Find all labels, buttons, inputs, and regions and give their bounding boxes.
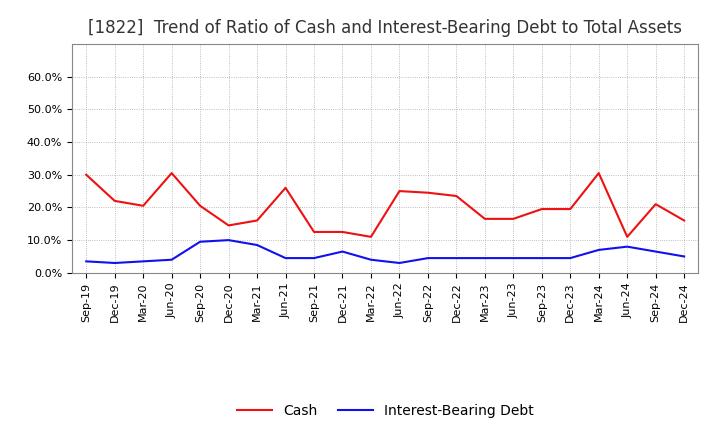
Interest-Bearing Debt [623,244,631,249]
Cash [595,170,603,176]
Cash [452,193,461,198]
Cash [282,185,290,191]
Cash [395,188,404,194]
Interest-Bearing Debt [338,249,347,254]
Cash [680,218,688,223]
Cash [310,229,318,235]
Interest-Bearing Debt [566,256,575,261]
Cash [537,206,546,212]
Interest-Bearing Debt [452,256,461,261]
Interest-Bearing Debt [537,256,546,261]
Interest-Bearing Debt [110,260,119,266]
Interest-Bearing Debt [167,257,176,262]
Cash [509,216,518,221]
Cash [366,234,375,239]
Cash [423,190,432,195]
Legend: Cash, Interest-Bearing Debt: Cash, Interest-Bearing Debt [231,399,539,424]
Line: Interest-Bearing Debt: Interest-Bearing Debt [86,240,684,263]
Interest-Bearing Debt [480,256,489,261]
Title: [1822]  Trend of Ratio of Cash and Interest-Bearing Debt to Total Assets: [1822] Trend of Ratio of Cash and Intere… [88,19,683,37]
Cash [480,216,489,221]
Interest-Bearing Debt [509,256,518,261]
Interest-Bearing Debt [595,247,603,253]
Interest-Bearing Debt [225,238,233,243]
Cash [167,170,176,176]
Cash [196,203,204,209]
Cash [110,198,119,204]
Interest-Bearing Debt [196,239,204,244]
Interest-Bearing Debt [139,259,148,264]
Cash [623,234,631,239]
Cash [338,229,347,235]
Line: Cash: Cash [86,173,684,237]
Interest-Bearing Debt [395,260,404,266]
Interest-Bearing Debt [253,242,261,248]
Interest-Bearing Debt [282,256,290,261]
Interest-Bearing Debt [680,254,688,259]
Interest-Bearing Debt [423,256,432,261]
Cash [253,218,261,223]
Interest-Bearing Debt [82,259,91,264]
Interest-Bearing Debt [652,249,660,254]
Cash [139,203,148,209]
Interest-Bearing Debt [310,256,318,261]
Cash [82,172,91,177]
Cash [652,202,660,207]
Cash [225,223,233,228]
Cash [566,206,575,212]
Interest-Bearing Debt [366,257,375,262]
